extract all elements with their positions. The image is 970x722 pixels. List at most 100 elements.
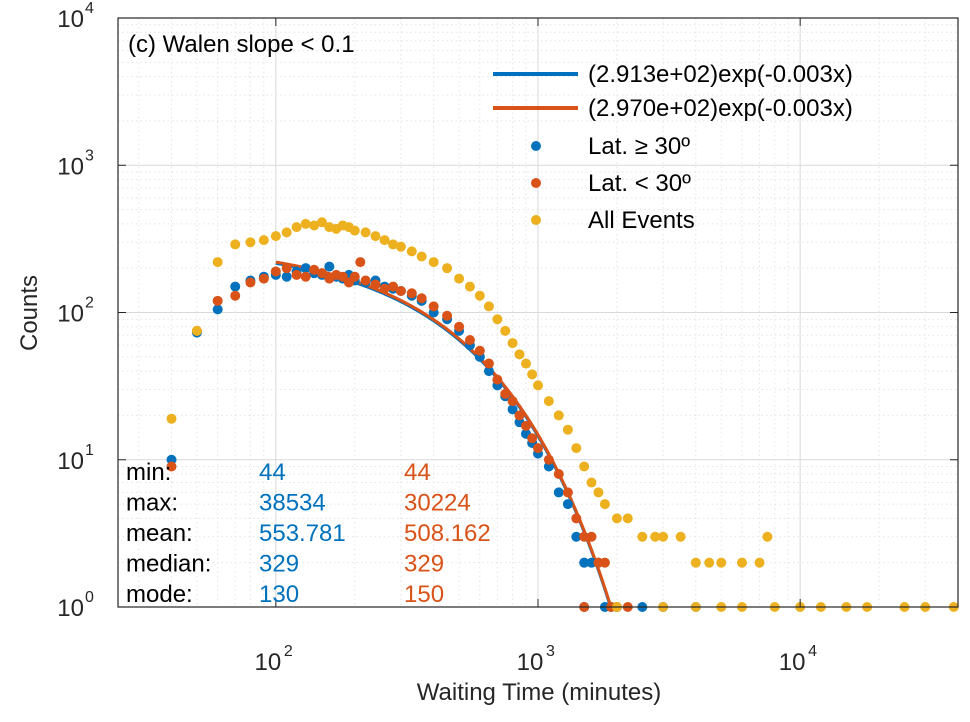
stats-value-lat-low: 508.162 [404, 520, 491, 547]
stats-block: min: 44 44 max: 38534 30224 mean: 553.781 508.16… [126, 459, 491, 608]
data-point [527, 369, 538, 380]
y-tick-label: 10 [57, 301, 84, 328]
y-tick-label: 10 [57, 448, 84, 475]
data-point [212, 257, 223, 268]
legend-entry-label: (2.970e+02)exp(-0.003x) [588, 95, 853, 122]
y-tick-label-exponent: 0 [85, 589, 94, 606]
data-point [622, 513, 633, 524]
data-point [355, 257, 366, 268]
legend-entry-label: Lat. ≥ 30º [588, 133, 690, 160]
data-point [571, 531, 582, 542]
data-point [562, 499, 573, 510]
legend-marker-swatch [531, 141, 541, 151]
data-point [379, 283, 390, 294]
data-point [258, 273, 269, 284]
data-point [650, 531, 661, 542]
stats-value-lat-high: 329 [259, 551, 299, 578]
data-point [309, 264, 320, 275]
data-point [370, 231, 381, 242]
data-point [406, 246, 417, 257]
data-point [553, 487, 564, 498]
data-point [212, 304, 223, 315]
chart-title: (c) Walen slope < 0.1 [128, 31, 355, 58]
stats-label: max: [126, 490, 178, 517]
x-tick-label-exponent: 4 [808, 643, 817, 660]
tick-layer: 10 2 10 3 10 410 010 110 210 310 4 [57, 0, 958, 676]
data-point [675, 531, 686, 542]
stats-value-lat-low: 150 [404, 581, 444, 608]
data-point [527, 433, 538, 444]
data-point [543, 396, 554, 407]
y-tick-label: 10 [57, 153, 84, 180]
data-point [454, 273, 465, 284]
data-point [309, 220, 320, 231]
y-tick-label-exponent: 2 [85, 295, 94, 312]
x-tick-label-exponent: 2 [284, 643, 293, 660]
data-point [571, 513, 582, 524]
data-point [500, 388, 511, 399]
y-tick-label-exponent: 4 [85, 0, 94, 17]
data-point [349, 225, 360, 236]
stats-value-lat-high: 130 [259, 581, 299, 608]
data-point [281, 271, 292, 282]
data-point [637, 531, 648, 542]
data-point [230, 290, 241, 301]
data-point [317, 268, 327, 279]
data-point [191, 325, 202, 336]
data-point [586, 557, 597, 568]
legend-entry-label: (2.913e+02)exp(-0.003x) [588, 61, 853, 88]
data-point [281, 227, 292, 238]
data-point [360, 227, 371, 238]
data-point [230, 281, 241, 292]
data-point [442, 310, 453, 321]
data-point [599, 499, 610, 510]
data-point [521, 420, 531, 431]
data-point [300, 218, 311, 229]
data-point [442, 263, 453, 274]
data-point [562, 424, 573, 435]
stats-label: min: [126, 459, 171, 486]
data-point [690, 557, 701, 568]
data-point [658, 531, 669, 542]
data-point [300, 271, 311, 282]
data-point [270, 231, 281, 242]
data-point [562, 487, 573, 498]
data-point [507, 404, 518, 415]
data-point [586, 531, 597, 542]
data-point [579, 461, 590, 472]
x-tick-label: 10 [779, 649, 806, 676]
x-axis-label: Waiting Time (minutes) [417, 679, 662, 706]
legend-entry-label: Lat. < 30º [588, 170, 691, 197]
data-point [593, 487, 604, 498]
stats-value-lat-high: 44 [259, 459, 286, 486]
data-point [379, 235, 390, 246]
data-point [716, 557, 727, 568]
data-point [245, 237, 256, 248]
data-point [533, 443, 543, 454]
stats-value-lat-low: 30224 [404, 490, 471, 517]
y-axis-label: Counts [16, 275, 43, 351]
data-point [464, 335, 475, 346]
data-point [258, 235, 269, 246]
x-tick-label-exponent: 3 [546, 643, 555, 660]
data-point [754, 557, 765, 568]
stats-label: median: [126, 551, 211, 578]
data-point [370, 279, 381, 290]
data-point [454, 321, 465, 332]
y-tick-label: 10 [57, 595, 84, 622]
data-point [428, 257, 439, 268]
data-point [507, 338, 518, 349]
data-point [514, 349, 525, 360]
y-tick-label: 10 [57, 6, 84, 33]
stats-value-lat-high: 553.781 [259, 520, 346, 547]
data-point [464, 281, 475, 292]
grid-layer [118, 17, 959, 608]
data-point [281, 263, 292, 274]
data-point [704, 557, 715, 568]
plot-area: 10 2 10 3 10 410 010 110 210 310 4 [57, 0, 959, 676]
data-point [474, 345, 485, 356]
data-point [388, 281, 399, 292]
stats-value-lat-low: 329 [404, 551, 444, 578]
stats-value-lat-high: 38534 [259, 490, 326, 517]
